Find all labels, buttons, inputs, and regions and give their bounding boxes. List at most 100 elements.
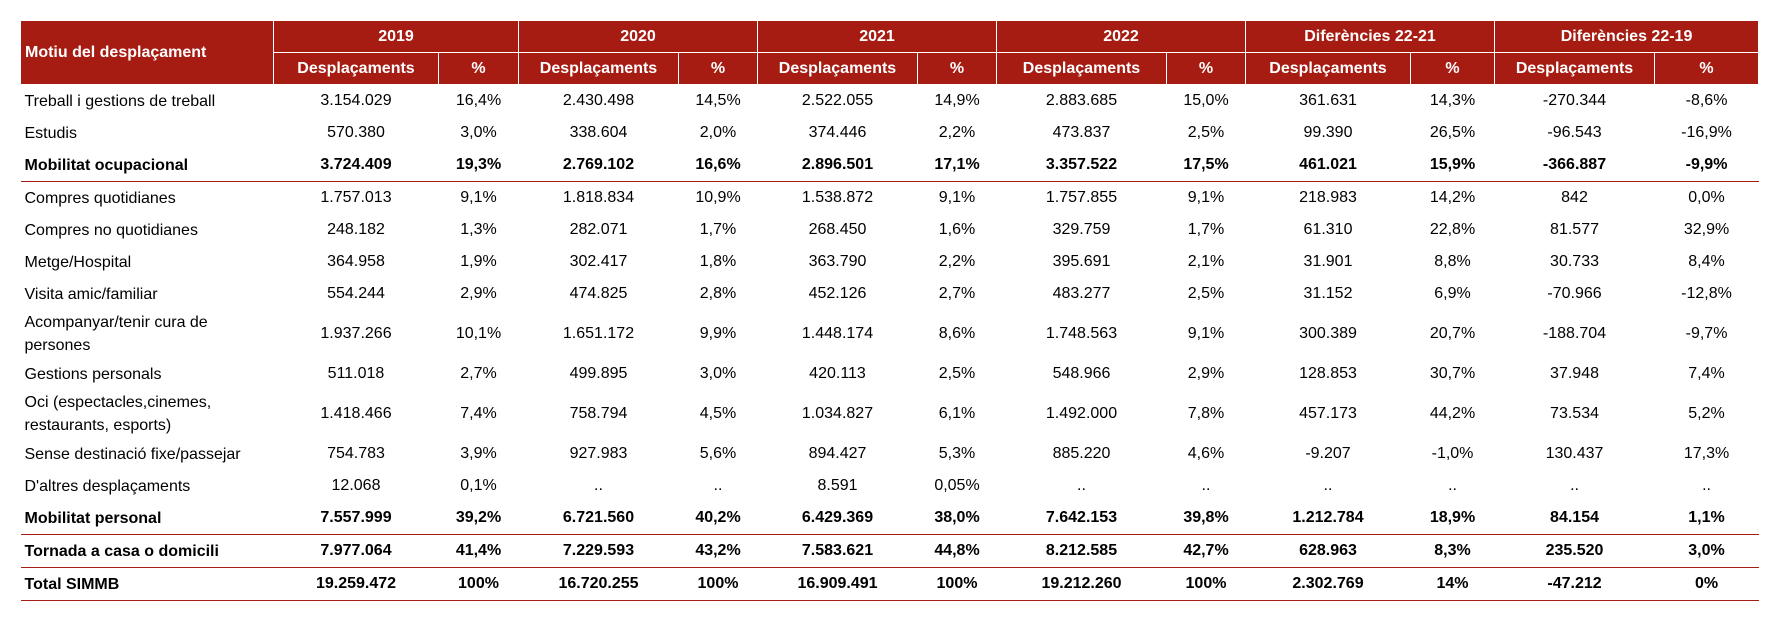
cell-desplacaments: 364.958 bbox=[327, 253, 385, 270]
cell-desplacaments: 30.733 bbox=[1550, 253, 1599, 270]
cell-desplacaments: -70.966 bbox=[1547, 285, 1602, 302]
cell-desplacaments: -96.543 bbox=[1547, 124, 1602, 141]
cell-desplacaments: 6.721.560 bbox=[518, 502, 679, 535]
cell-desplacaments: 128.853 bbox=[1299, 365, 1357, 382]
cell-percent: 14,2% bbox=[1429, 189, 1476, 206]
cell-percent: 17,5% bbox=[1166, 149, 1246, 182]
cell-percent: 40,2% bbox=[678, 502, 758, 535]
cell-desplacaments: 81.577 bbox=[1550, 221, 1599, 238]
row-label: Acompanyar/tenir cura de persones bbox=[24, 314, 208, 354]
cell-percent: 1,9% bbox=[460, 253, 497, 270]
cell-desplacaments: 282.071 bbox=[569, 221, 628, 238]
table-row: Treball i gestions de treball 3.154.029 16… bbox=[21, 85, 1759, 118]
cell-desplacaments: 8.212.585 bbox=[996, 534, 1167, 568]
cell-percent: 2,7% bbox=[460, 365, 497, 382]
cell-desplacaments: .. bbox=[594, 477, 603, 494]
cell-desplacaments: 1.448.174 bbox=[801, 325, 874, 342]
cell-percent: 0% bbox=[1654, 567, 1759, 601]
header-group-diff-22-19: Diferències 22-19 bbox=[1494, 20, 1760, 53]
cell-percent: 7,4% bbox=[1688, 365, 1725, 382]
cell-desplacaments: 16.909.491 bbox=[757, 567, 918, 601]
cell-desplacaments: -188.704 bbox=[1542, 325, 1607, 342]
cell-desplacaments: 31.901 bbox=[1303, 253, 1353, 270]
cell-percent: 6,9% bbox=[1434, 285, 1471, 302]
cell-percent: .. bbox=[713, 477, 723, 494]
cell-percent: 2,9% bbox=[1187, 365, 1225, 382]
subheader-percent: % bbox=[1166, 52, 1246, 85]
cell-desplacaments: .. bbox=[1077, 477, 1086, 494]
cell-desplacaments: 2.430.498 bbox=[562, 92, 635, 109]
table-row: Visita amic/familiar 554.244 2,9% 474.825 2,… bbox=[21, 278, 1759, 310]
cell-percent: 1,7% bbox=[699, 221, 737, 238]
cell-desplacaments: 2.769.102 bbox=[518, 149, 679, 182]
table-row: Mobilitat ocupacional 3.724.409 19,3% 2.769… bbox=[20, 149, 1759, 182]
cell-desplacaments: -270.344 bbox=[1542, 92, 1607, 109]
subheader-percent: % bbox=[1409, 52, 1496, 85]
cell-percent: 14,3% bbox=[1429, 92, 1476, 109]
cell-percent: -12,8% bbox=[1681, 285, 1732, 302]
cell-percent: 2,2% bbox=[938, 253, 976, 270]
table-row: Gestions personals 511.018 2,7% 499.895 3,0%… bbox=[21, 358, 1759, 390]
cell-percent: 5,3% bbox=[938, 445, 976, 462]
cell-percent: 1,8% bbox=[699, 253, 737, 270]
cell-percent: 0,1% bbox=[460, 477, 497, 494]
cell-desplacaments: 457.173 bbox=[1299, 405, 1357, 422]
cell-percent: 2,7% bbox=[938, 285, 976, 302]
cell-desplacaments: 1.538.872 bbox=[801, 189, 874, 206]
cell-percent: 1,3% bbox=[460, 221, 497, 238]
cell-percent: 2,5% bbox=[1187, 124, 1225, 141]
cell-percent: 22,8% bbox=[1429, 221, 1476, 238]
header-group-diff-22-21: Diferències 22-21 bbox=[1244, 20, 1496, 53]
cell-percent: 42,7% bbox=[1166, 534, 1246, 568]
table-row: Mobilitat personal 7.557.999 39,2% 6.721.56… bbox=[20, 502, 1759, 535]
cell-desplacaments: 1.937.266 bbox=[320, 325, 392, 342]
cell-desplacaments: 218.983 bbox=[1299, 189, 1357, 206]
cell-desplacaments: 12.068 bbox=[331, 477, 381, 494]
cell-percent: 5,2% bbox=[1688, 405, 1725, 422]
table-row: Total SIMMB 19.259.472 100% 16.720.255 100% 1… bbox=[20, 567, 1759, 601]
cell-desplacaments: 474.825 bbox=[569, 285, 628, 302]
cell-percent: -9,7% bbox=[1685, 325, 1728, 342]
row-label: Visita amic/familiar bbox=[24, 285, 158, 303]
cell-percent: 3,9% bbox=[460, 445, 497, 462]
cell-percent: -9,9% bbox=[1654, 149, 1759, 182]
cell-percent: 39,2% bbox=[438, 502, 519, 535]
subheader-desplacaments: Desplaçaments bbox=[996, 52, 1167, 85]
cell-percent: 8,4% bbox=[1688, 253, 1725, 270]
cell-percent: .. bbox=[1201, 477, 1211, 494]
cell-percent: 17,3% bbox=[1683, 445, 1730, 462]
cell-percent: 2,2% bbox=[938, 124, 976, 141]
cell-percent: 15,0% bbox=[1183, 92, 1229, 109]
cell-desplacaments: 927.983 bbox=[569, 445, 628, 462]
cell-desplacaments: -9.207 bbox=[1305, 445, 1351, 462]
header-group-2019: 2019 bbox=[273, 20, 519, 53]
table-body: Treball i gestions de treball 3.154.029 16… bbox=[20, 85, 1759, 601]
cell-percent: 39,8% bbox=[1166, 502, 1246, 535]
row-label: Treball i gestions de treball bbox=[24, 92, 216, 110]
cell-desplacaments: 31.152 bbox=[1303, 285, 1353, 302]
row-label: Sense destinació fixe/passejar bbox=[24, 445, 241, 463]
cell-desplacaments: 1.757.013 bbox=[320, 189, 392, 206]
cell-desplacaments: 554.244 bbox=[327, 285, 385, 302]
cell-percent: -8,6% bbox=[1685, 92, 1728, 109]
cell-desplacaments: .. bbox=[1323, 477, 1333, 494]
cell-percent: 7,4% bbox=[460, 405, 497, 422]
cell-desplacaments: 99.390 bbox=[1303, 124, 1353, 141]
cell-desplacaments: -47.212 bbox=[1494, 567, 1655, 601]
subheader-percent: % bbox=[1654, 52, 1760, 85]
cell-percent: 32,9% bbox=[1683, 221, 1730, 238]
cell-percent: 0,0% bbox=[1688, 189, 1725, 206]
cell-percent: .. bbox=[1702, 477, 1711, 494]
cell-desplacaments: 548.966 bbox=[1052, 365, 1111, 382]
cell-percent: 9,9% bbox=[699, 325, 737, 342]
cell-desplacaments: 329.759 bbox=[1052, 221, 1111, 238]
cell-desplacaments: 473.837 bbox=[1052, 124, 1111, 141]
subheader-percent: % bbox=[438, 52, 519, 85]
cell-percent: 100% bbox=[678, 567, 758, 601]
cell-desplacaments: 7.642.153 bbox=[996, 502, 1167, 535]
cell-percent: 1,6% bbox=[938, 221, 976, 238]
cell-desplacaments: 3.724.409 bbox=[273, 149, 439, 182]
cell-desplacaments: .. bbox=[1570, 477, 1579, 494]
cell-desplacaments: 2.896.501 bbox=[757, 149, 918, 182]
subheader-desplacaments: Desplaçaments bbox=[518, 52, 679, 85]
